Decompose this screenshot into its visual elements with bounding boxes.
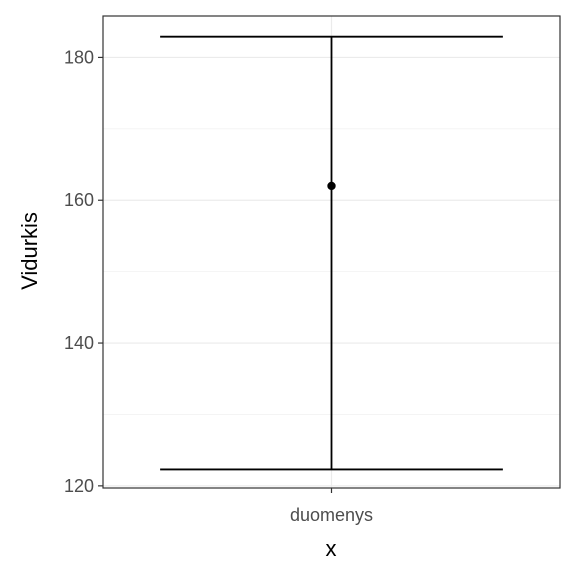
data-marks [160,35,503,471]
x-axis: duomenys [290,488,373,525]
x-axis-title: x [326,536,337,561]
y-axis-title: Vidurkis [17,212,42,290]
y-tick-label: 140 [64,333,94,353]
y-tick-label: 160 [64,190,94,210]
x-tick-label: duomenys [290,505,373,525]
y-tick-label: 180 [64,47,94,67]
y-tick-label: 120 [64,476,94,496]
y-axis: 120 140 160 180 [64,47,103,496]
mean-point [327,181,336,191]
